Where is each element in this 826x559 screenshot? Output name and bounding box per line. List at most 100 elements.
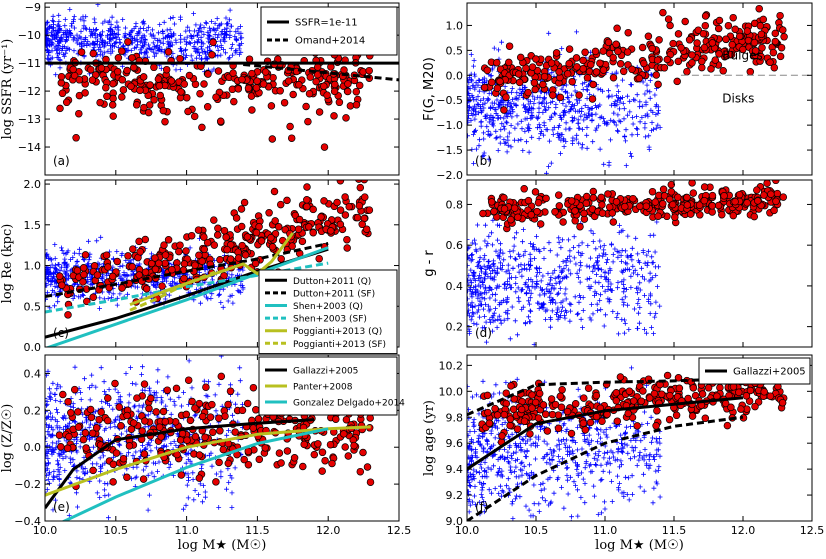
red-point	[776, 52, 785, 61]
red-point	[161, 259, 169, 267]
red-points-c	[55, 180, 374, 319]
red-point	[623, 48, 632, 56]
red-point	[771, 29, 780, 38]
red-point	[57, 443, 65, 451]
red-point	[609, 73, 618, 82]
red-point	[739, 45, 747, 54]
red-point	[674, 193, 682, 202]
red-point	[674, 57, 683, 66]
red-point	[543, 427, 552, 435]
red-point	[248, 69, 256, 78]
red-point	[238, 75, 246, 84]
red-point	[237, 205, 246, 213]
red-point	[708, 39, 717, 47]
red-point	[114, 54, 123, 62]
red-point	[271, 217, 279, 225]
red-point	[722, 35, 730, 43]
ytick-label: 1.5	[24, 219, 42, 232]
red-point	[653, 56, 662, 64]
red-point	[97, 64, 106, 72]
ytick-label: −0.2	[14, 478, 41, 491]
red-point	[586, 418, 595, 427]
red-point	[317, 213, 325, 221]
red-point	[728, 40, 736, 49]
red-point	[362, 225, 371, 233]
red-point	[161, 251, 170, 259]
xtick-label: 10.5	[104, 524, 129, 537]
red-point	[139, 73, 148, 81]
red-point	[694, 26, 703, 34]
red-point	[699, 29, 708, 38]
red-point	[72, 134, 80, 142]
red-point	[230, 97, 238, 106]
red-point	[552, 49, 561, 57]
red-point	[232, 214, 241, 222]
red-point	[243, 399, 252, 408]
red-point	[664, 15, 673, 23]
red-point	[74, 408, 82, 416]
red-point	[154, 75, 163, 83]
red-point	[540, 72, 549, 81]
red-point	[86, 405, 95, 414]
red-point	[57, 79, 66, 87]
red-point	[766, 58, 774, 67]
red-point	[500, 194, 508, 202]
red-point	[59, 390, 67, 399]
red-point	[177, 471, 186, 479]
legend-f: Gallazzi+2005	[698, 357, 811, 385]
red-point	[249, 383, 258, 392]
red-point	[103, 416, 112, 425]
red-point	[267, 234, 275, 242]
red-point	[510, 204, 519, 212]
red-point	[198, 257, 206, 265]
ytick-label: 0.5	[24, 300, 42, 313]
red-point	[238, 241, 246, 250]
red-point	[202, 383, 210, 391]
red-point	[124, 252, 132, 260]
red-point	[621, 202, 629, 211]
panel-b: 1.0 0.5 0.0 −0.5 −1.0 −1.5 −2.0 (b) F(G, M20) Bul…	[422, 2, 813, 182]
series-line-f-0	[467, 396, 744, 471]
red-point	[663, 55, 672, 64]
red-point	[557, 403, 566, 412]
red-point	[58, 281, 66, 289]
red-point	[652, 71, 661, 79]
axes-frame-d	[466, 179, 813, 348]
red-point	[493, 58, 501, 67]
red-point	[215, 414, 223, 422]
red-point	[758, 44, 766, 52]
red-point	[515, 78, 524, 87]
red-point	[639, 387, 647, 395]
legend-label: Dutton+2011 (Q)	[293, 277, 371, 287]
ytick-label: 9.6	[446, 437, 464, 450]
red-point	[108, 272, 117, 281]
red-point	[650, 389, 659, 398]
ytick-label: −14	[18, 141, 41, 154]
red-point	[109, 79, 117, 88]
red-point	[366, 414, 374, 422]
red-point	[102, 83, 110, 92]
legend-label: Omand+2014	[295, 36, 365, 47]
red-point	[109, 112, 117, 120]
red-point	[125, 442, 134, 450]
red-point	[180, 260, 189, 268]
red-point	[502, 93, 510, 101]
red-point	[630, 397, 638, 405]
red-point	[332, 415, 340, 423]
red-point	[284, 77, 293, 85]
red-point	[73, 266, 82, 275]
axes-frame-a	[44, 2, 400, 176]
red-point	[58, 89, 67, 98]
red-point	[708, 208, 716, 216]
red-point	[746, 386, 755, 395]
red-point	[80, 270, 88, 279]
red-point	[155, 423, 164, 431]
red-point	[636, 202, 644, 211]
red-point	[491, 404, 499, 413]
red-point	[674, 374, 683, 382]
red-point	[589, 194, 598, 202]
panel-f: 10.210.09.89.69.49.29.010.0 10.5 11.0 11.5 1…	[422, 354, 824, 553]
red-point	[575, 91, 583, 99]
red-point	[659, 200, 667, 208]
red-point	[587, 60, 595, 69]
